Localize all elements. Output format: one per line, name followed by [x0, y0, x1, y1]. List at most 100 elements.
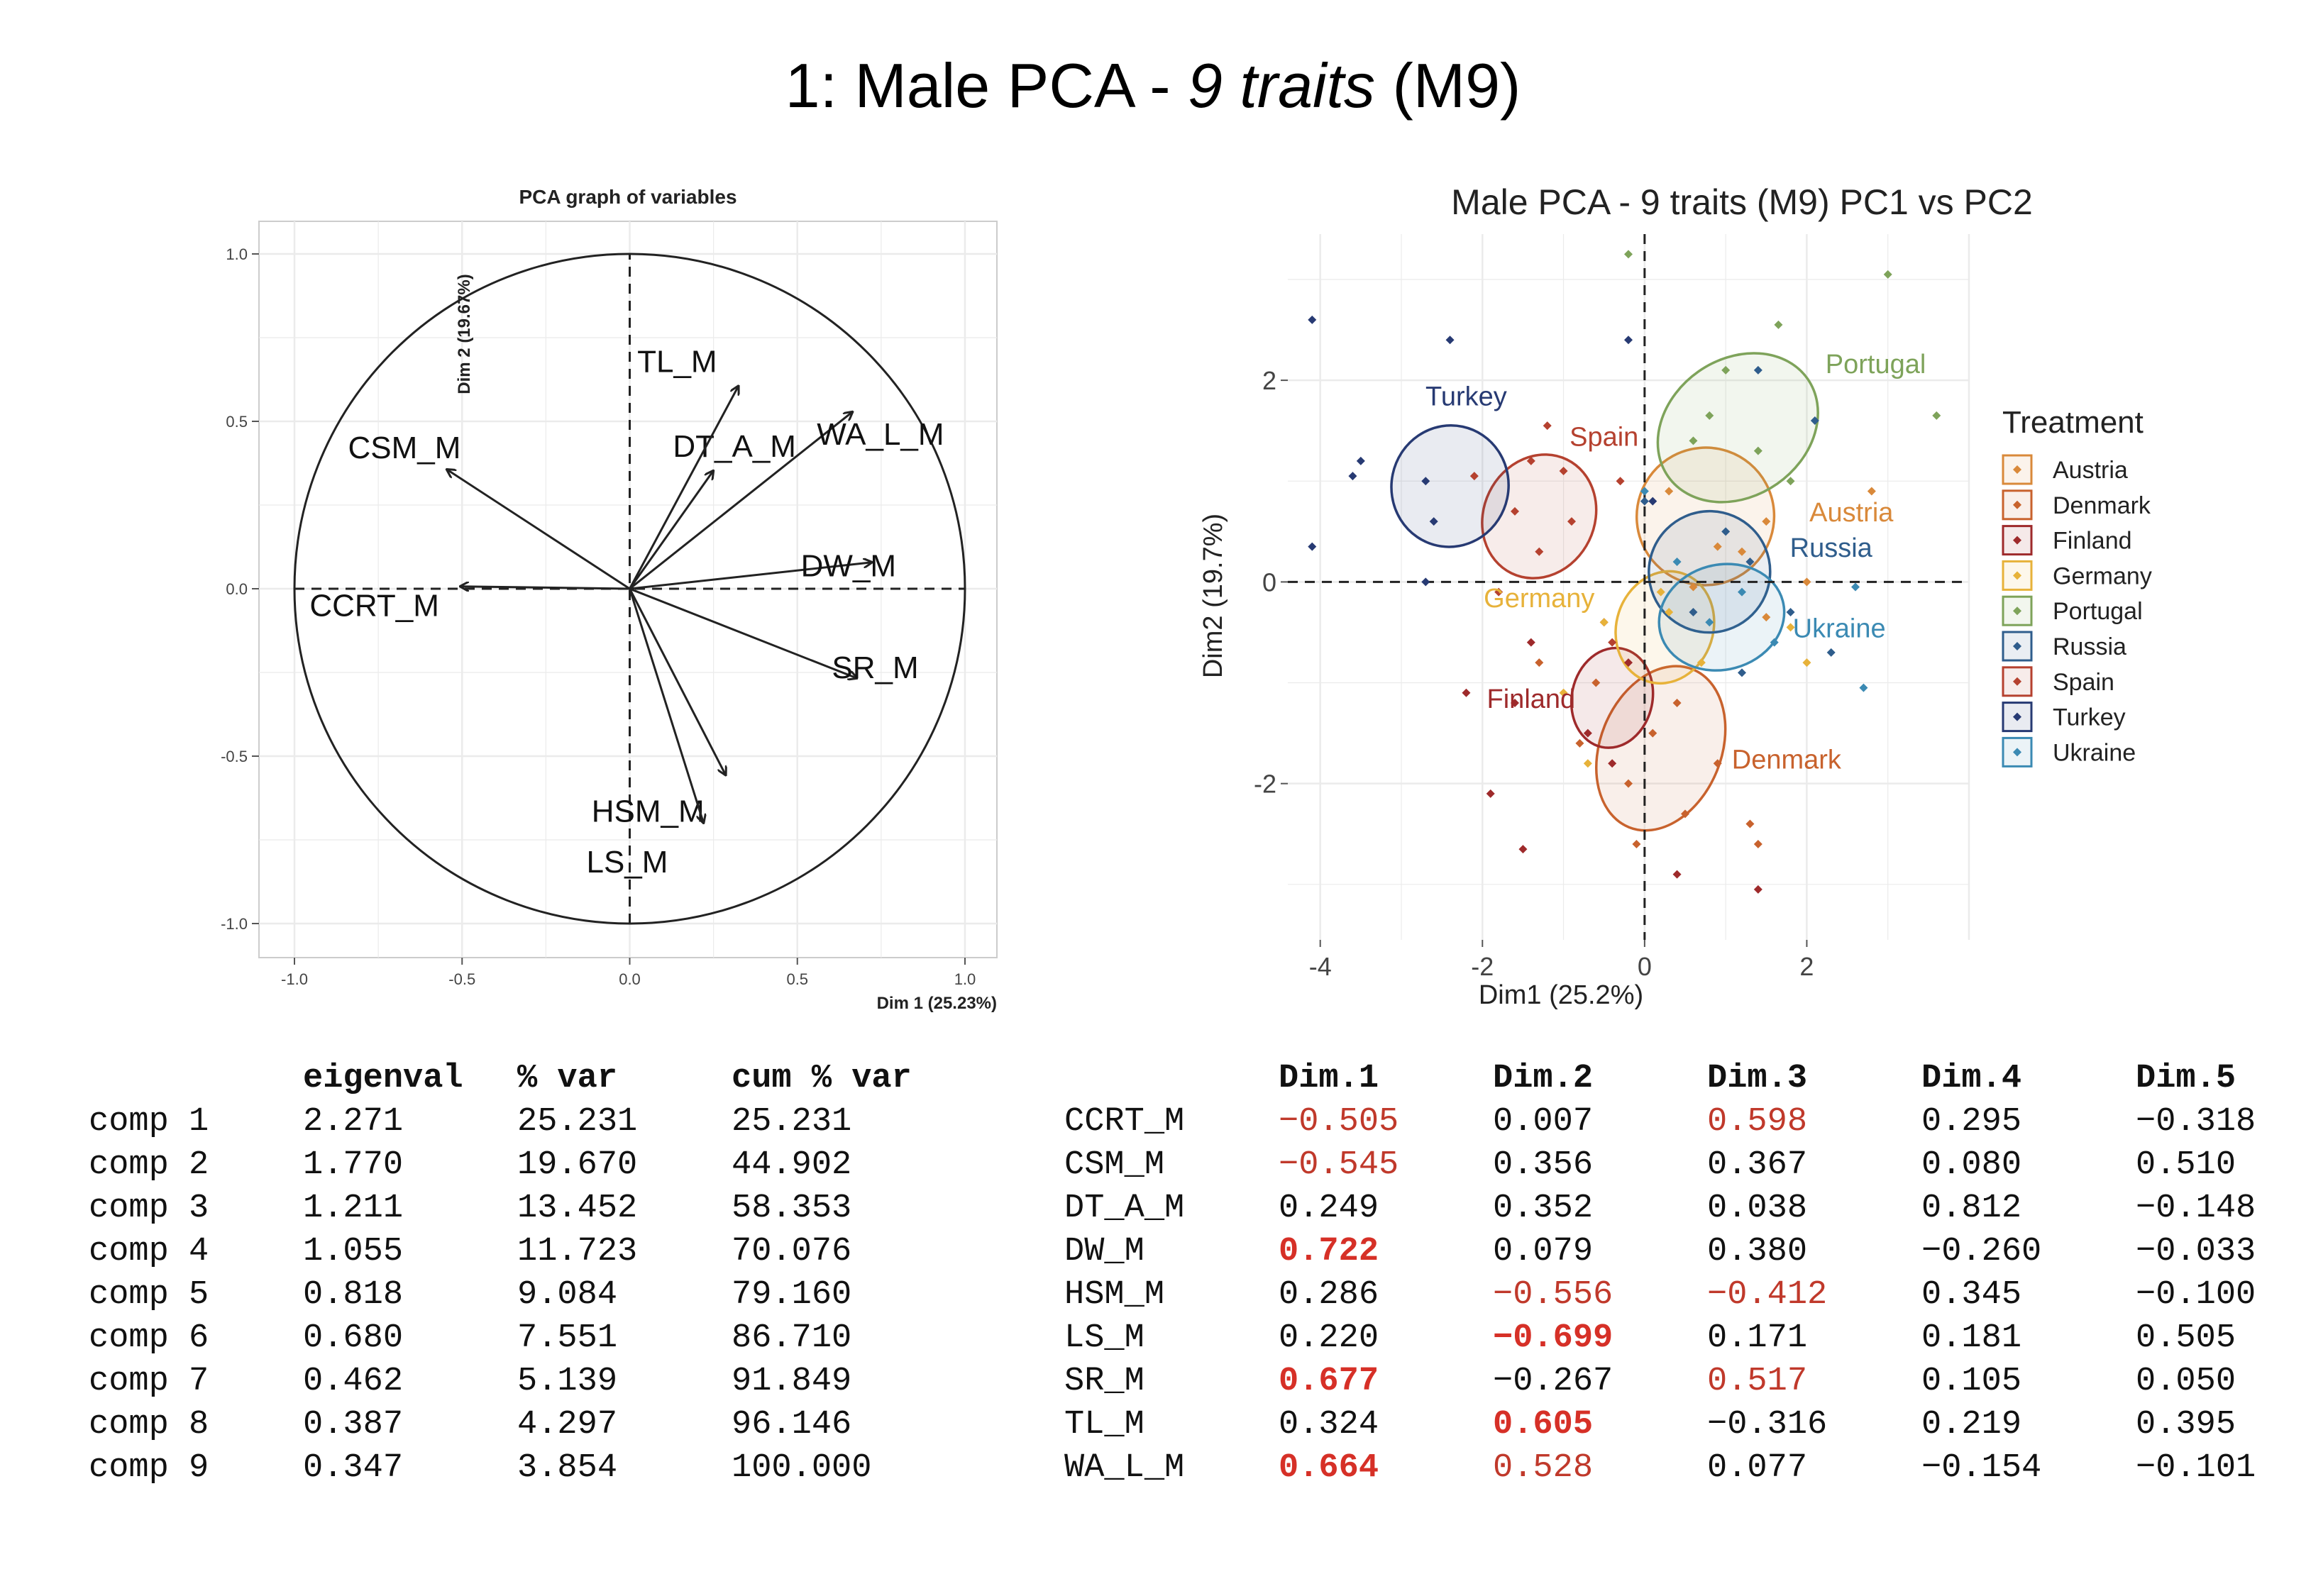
var-label-ccrt_m: CCRT_M: [309, 589, 439, 624]
legend-title: Treatment: [2002, 405, 2144, 440]
eigen-header-cell: cum % var: [732, 1060, 912, 1097]
var-x-tick-label: -1.0: [281, 970, 308, 988]
point-germany: [1786, 623, 1795, 632]
table-cell: SR_M: [1064, 1363, 1144, 1400]
point-spain: [1567, 517, 1576, 526]
table-cell: 0.356: [1493, 1146, 1594, 1184]
loadings-header-cell: Dim.3: [1707, 1060, 1808, 1097]
point-russia: [1745, 557, 1755, 566]
legend-marker-russia: [2013, 642, 2021, 650]
point-russia: [1689, 608, 1698, 617]
var-label-dw_m: DW_M: [801, 549, 896, 584]
table-row: comp 6 0.680 7.551 86.710: [89, 1317, 944, 1360]
var-chart-title: PCA graph of variables: [519, 186, 737, 208]
table-cell: 3.854: [517, 1449, 618, 1487]
var-arrow-wa_l_m: [629, 412, 853, 590]
table-cell: 0.387: [303, 1406, 404, 1443]
point-finland: [1526, 638, 1535, 647]
legend-label-denmark: Denmark: [2053, 492, 2151, 519]
table-cell: −0.545: [1279, 1146, 1399, 1184]
table-cell: 0.219: [1921, 1406, 2022, 1443]
group-label-portugal: Portugal: [1826, 350, 1926, 379]
loadings-table: Dim.1 Dim.2 Dim.3 Dim.4 Dim.5 CCRT_M −0.505 0.0…: [1064, 1057, 2299, 1490]
table-cell: −0.260: [1921, 1233, 2042, 1270]
table-cell: −0.148: [2136, 1190, 2256, 1227]
table-row: DT_A_M 0.249 0.352 0.038 0.812 −0.148: [1064, 1187, 2299, 1230]
table-row: comp 3 1.211 13.452 58.353: [89, 1187, 944, 1230]
point-finland: [1486, 789, 1495, 798]
legend-marker-finland: [2013, 536, 2021, 545]
point-germany: [1656, 587, 1665, 597]
table-cell: 0.324: [1279, 1406, 1379, 1443]
legend-label-portugal: Portugal: [2053, 598, 2143, 625]
page-title-suffix: (M9): [1375, 50, 1521, 121]
point-spain: [1469, 472, 1479, 481]
table-cell: 0.181: [1921, 1319, 2022, 1357]
var-arrow-hsm_m: [629, 588, 726, 775]
table-cell: 58.353: [732, 1190, 852, 1227]
loadings-header-row: Dim.1 Dim.2 Dim.3 Dim.4 Dim.5: [1064, 1057, 2299, 1100]
legend-marker-spain: [2013, 677, 2021, 686]
point-turkey: [1308, 542, 1317, 551]
point-denmark: [1753, 839, 1762, 848]
loadings-header-cell: Dim.1: [1279, 1060, 1379, 1097]
eigen-header-cell: eigenval: [303, 1060, 463, 1097]
point-austria: [1665, 487, 1674, 496]
var-y-tick-label: -0.5: [221, 748, 248, 765]
table-cell: comp 9: [89, 1449, 209, 1487]
legend-key-germany: [2002, 560, 2033, 591]
table-cell: 0.598: [1707, 1103, 1808, 1141]
table-row: comp 4 1.055 11.723 70.076: [89, 1230, 944, 1273]
table-cell: 0.347: [303, 1449, 404, 1487]
table-cell: 1.770: [303, 1146, 404, 1184]
point-ukraine: [1851, 582, 1860, 592]
eigen-header-cell: % var: [517, 1060, 618, 1097]
table-cell: DT_A_M: [1064, 1190, 1185, 1227]
var-arrow-csm_m: [447, 470, 631, 590]
point-ukraine: [1859, 683, 1868, 692]
table-cell: 0.677: [1279, 1363, 1379, 1400]
var-label-wa_l_m: WA_L_M: [817, 417, 944, 452]
point-russia: [1738, 668, 1746, 677]
point-germany: [1559, 688, 1568, 697]
point-denmark: [1713, 759, 1722, 768]
var-label-csm_m: CSM_M: [348, 431, 461, 465]
ind-x-tick-label: -4: [1309, 952, 1332, 981]
ind-x-tick-label: 0: [1638, 952, 1652, 981]
var-arrow-dt_a_m: [629, 471, 714, 589]
var-label-sr_m: SR_M: [832, 650, 918, 685]
table-cell: 79.160: [732, 1276, 852, 1314]
var-label-dt_a_m: DT_A_M: [673, 429, 796, 464]
table-cell: comp 8: [89, 1406, 209, 1443]
point-russia: [1721, 527, 1731, 536]
point-denmark: [1648, 728, 1657, 738]
point-denmark: [1535, 658, 1544, 667]
table-cell: DW_M: [1064, 1233, 1144, 1270]
table-cell: 0.050: [2136, 1363, 2236, 1400]
table-cell: 0.722: [1279, 1233, 1379, 1270]
point-spain: [1543, 421, 1552, 431]
table-row: comp 8 0.387 4.297 96.146: [89, 1403, 944, 1446]
point-spain: [1616, 477, 1625, 486]
var-y-tick-label: 0.0: [226, 580, 248, 598]
table-cell: 0.510: [2136, 1146, 2236, 1184]
table-cell: 0.395: [2136, 1406, 2236, 1443]
table-row: comp 9 0.347 3.854 100.000: [89, 1446, 944, 1490]
var-label-hsm_m: HSM_M: [592, 794, 705, 829]
legend-label-turkey: Turkey: [2053, 704, 2126, 731]
table-cell: comp 2: [89, 1146, 209, 1184]
ind-y-axis-label: Dim2 (19.7%): [1198, 514, 1228, 678]
point-austria: [1713, 542, 1722, 551]
table-cell: comp 7: [89, 1363, 209, 1400]
table-cell: 4.297: [517, 1406, 618, 1443]
ind-chart-title: Male PCA - 9 traits (M9) PC1 vs PC2: [1451, 182, 2033, 222]
group-label-finland: Finland: [1487, 685, 1576, 714]
table-cell: 100.000: [732, 1449, 872, 1487]
table-row: TL_M 0.324 0.605 −0.316 0.219 0.395: [1064, 1403, 2299, 1446]
point-ukraine: [1738, 587, 1746, 597]
table-cell: 0.105: [1921, 1363, 2022, 1400]
table-cell: 0.367: [1707, 1146, 1808, 1184]
var-y-tick-label: 1.0: [226, 245, 248, 263]
